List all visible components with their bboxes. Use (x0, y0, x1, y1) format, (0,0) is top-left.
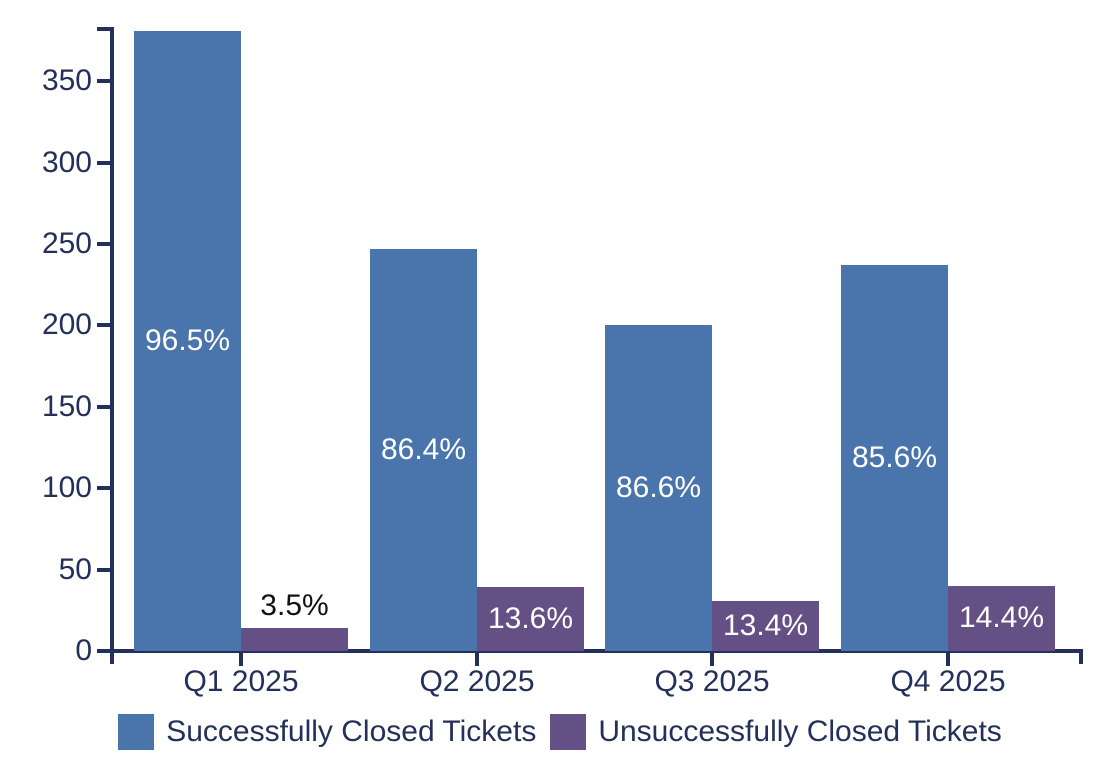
bar-unsuccessful-q3-2025 (712, 601, 819, 651)
chart-legend: Successfully Closed Tickets Unsuccessful… (0, 710, 1120, 754)
legend-item-unsuccessfully-closed: Unsuccessfully Closed Tickets (550, 712, 1002, 752)
x-axis-tick-label: Q3 2025 (654, 665, 770, 698)
bar-successful-q2-2025 (370, 249, 477, 651)
bar-unsuccessful-q2-2025 (477, 587, 584, 651)
y-axis-tick (97, 486, 110, 490)
y-axis-tick (97, 323, 110, 327)
bar-label-successful-q2-2025: 86.4% (380, 433, 467, 466)
bar-unsuccessful-q1-2025 (241, 628, 348, 651)
y-axis-tick-label: 0 (75, 634, 92, 667)
bar-label-unsuccessful-q3-2025: 13.4% (722, 609, 809, 642)
y-axis-tick-label: 250 (41, 227, 92, 260)
y-axis-tick (97, 161, 110, 165)
bar-unsuccessful-q4-2025 (948, 586, 1055, 651)
bar-label-unsuccessful-q1-2025: 3.5% (260, 589, 329, 622)
bar-label-unsuccessful-q2-2025: 13.6% (487, 602, 574, 635)
legend-swatch-unsuccessful-icon (550, 714, 587, 750)
y-axis-spine (110, 27, 114, 664)
bar-label-unsuccessful-q4-2025: 14.4% (958, 601, 1045, 634)
bar-label-successful-q4-2025: 85.6% (851, 441, 938, 474)
legend-label-successfully-closed: Successfully Closed Tickets (166, 715, 537, 748)
x-axis-line (110, 649, 1083, 653)
x-axis-tick (946, 653, 950, 666)
y-axis-tick-label: 300 (41, 146, 92, 179)
y-axis-tick (97, 405, 110, 409)
bar-label-successful-q3-2025: 86.6% (615, 471, 702, 504)
x-axis-tick-label: Q1 2025 (183, 665, 299, 698)
legend-swatch-successful-icon (118, 714, 155, 750)
y-axis-tick-label: 50 (58, 553, 92, 586)
bar-successful-q3-2025 (605, 325, 712, 651)
y-axis-tick-label: 100 (41, 471, 92, 504)
y-axis-tick (97, 79, 110, 83)
y-axis-tick (97, 242, 110, 246)
x-axis-end-tick (1079, 651, 1083, 664)
legend-label-unsuccessfully-closed: Unsuccessfully Closed Tickets (598, 715, 1002, 748)
legend-item-successfully-closed: Successfully Closed Tickets (118, 712, 536, 752)
y-axis-tick-label: 150 (41, 390, 92, 423)
x-axis-tick-label: Q4 2025 (890, 665, 1006, 698)
x-axis-tick-label: Q2 2025 (419, 665, 535, 698)
y-axis-tick (97, 649, 110, 653)
y-axis-end-tick (97, 27, 110, 31)
bar-successful-q4-2025 (841, 265, 948, 651)
x-axis-tick (475, 653, 479, 666)
y-axis-tick-label: 350 (41, 64, 92, 97)
x-axis-tick (239, 653, 243, 666)
bar-successful-q1-2025 (134, 31, 241, 651)
bar-label-successful-q1-2025: 96.5% (144, 324, 231, 357)
y-axis-tick (97, 568, 110, 572)
y-axis-tick-label: 200 (41, 308, 92, 341)
x-axis-tick (710, 653, 714, 666)
